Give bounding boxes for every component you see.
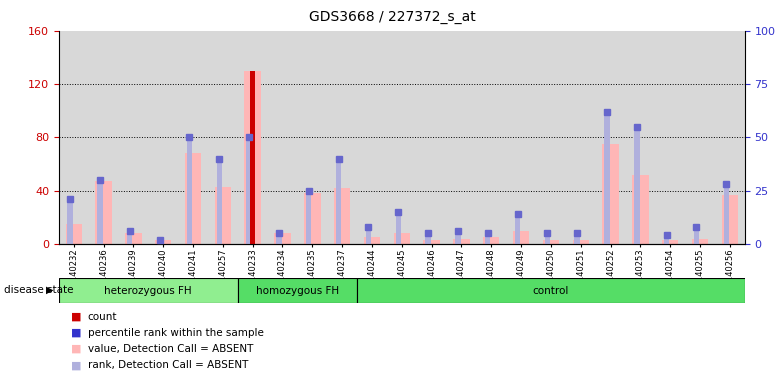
Text: ■: ■ xyxy=(71,344,81,354)
Bar xyxy=(334,188,350,244)
Bar xyxy=(694,227,699,244)
Text: ■: ■ xyxy=(71,312,81,322)
Bar xyxy=(274,233,291,244)
Bar xyxy=(426,233,430,244)
Bar xyxy=(276,233,281,244)
Bar xyxy=(238,278,357,303)
Bar xyxy=(543,240,559,244)
Bar xyxy=(245,71,261,244)
Bar xyxy=(250,71,256,244)
Bar xyxy=(97,180,103,244)
Bar xyxy=(545,233,550,244)
Bar xyxy=(357,31,387,244)
Text: ▶: ▶ xyxy=(45,285,53,295)
Bar xyxy=(634,127,640,244)
Bar xyxy=(125,233,142,244)
Bar xyxy=(447,31,477,244)
Bar xyxy=(691,238,708,244)
Bar xyxy=(127,231,132,244)
Bar xyxy=(604,112,610,244)
Text: ■: ■ xyxy=(71,360,81,370)
Bar xyxy=(208,31,238,244)
Bar xyxy=(417,31,447,244)
Bar xyxy=(216,159,222,244)
Bar xyxy=(364,237,380,244)
Bar xyxy=(178,31,208,244)
Text: GDS3668 / 227372_s_at: GDS3668 / 227372_s_at xyxy=(309,10,475,23)
Text: count: count xyxy=(88,312,118,322)
Text: ■: ■ xyxy=(71,328,81,338)
Bar xyxy=(536,31,566,244)
Bar xyxy=(157,240,162,244)
Bar xyxy=(59,278,238,303)
Bar xyxy=(336,159,341,244)
Bar xyxy=(89,31,118,244)
Bar xyxy=(715,31,745,244)
Bar xyxy=(297,31,327,244)
Bar xyxy=(423,240,440,244)
Bar xyxy=(96,181,112,244)
Text: control: control xyxy=(533,286,569,296)
Bar xyxy=(396,212,401,244)
Bar xyxy=(722,195,738,244)
Bar xyxy=(155,240,172,244)
Bar xyxy=(513,230,529,244)
Bar xyxy=(365,227,371,244)
Bar xyxy=(387,31,417,244)
Bar xyxy=(267,31,297,244)
Text: disease state: disease state xyxy=(4,285,74,295)
Text: rank, Detection Call = ABSENT: rank, Detection Call = ABSENT xyxy=(88,360,249,370)
Bar xyxy=(632,175,648,244)
Bar xyxy=(453,238,470,244)
Bar xyxy=(572,240,589,244)
Bar xyxy=(506,31,536,244)
Bar xyxy=(515,214,521,244)
Bar xyxy=(394,233,410,244)
Bar xyxy=(246,137,252,244)
Bar xyxy=(485,233,490,244)
Bar xyxy=(626,31,655,244)
Bar xyxy=(118,31,148,244)
Bar xyxy=(148,31,178,244)
Text: heterozygous FH: heterozygous FH xyxy=(104,286,192,296)
Bar xyxy=(483,237,499,244)
Bar xyxy=(304,193,321,244)
Bar xyxy=(596,31,626,244)
Bar xyxy=(662,240,678,244)
Bar xyxy=(306,190,311,244)
Bar xyxy=(685,31,715,244)
Bar xyxy=(664,235,670,244)
Bar xyxy=(187,137,192,244)
Bar xyxy=(456,231,460,244)
Bar xyxy=(238,31,267,244)
Bar xyxy=(215,187,231,244)
Bar xyxy=(59,31,89,244)
Bar xyxy=(185,153,201,244)
Text: value, Detection Call = ABSENT: value, Detection Call = ABSENT xyxy=(88,344,253,354)
Bar xyxy=(67,199,73,244)
Bar xyxy=(566,31,596,244)
Text: homozygous FH: homozygous FH xyxy=(256,286,339,296)
Bar xyxy=(357,278,745,303)
Bar xyxy=(724,184,729,244)
Bar xyxy=(655,31,685,244)
Bar xyxy=(575,233,580,244)
Text: percentile rank within the sample: percentile rank within the sample xyxy=(88,328,263,338)
Bar xyxy=(327,31,357,244)
Bar xyxy=(602,144,619,244)
Bar xyxy=(66,224,82,244)
Bar xyxy=(477,31,506,244)
